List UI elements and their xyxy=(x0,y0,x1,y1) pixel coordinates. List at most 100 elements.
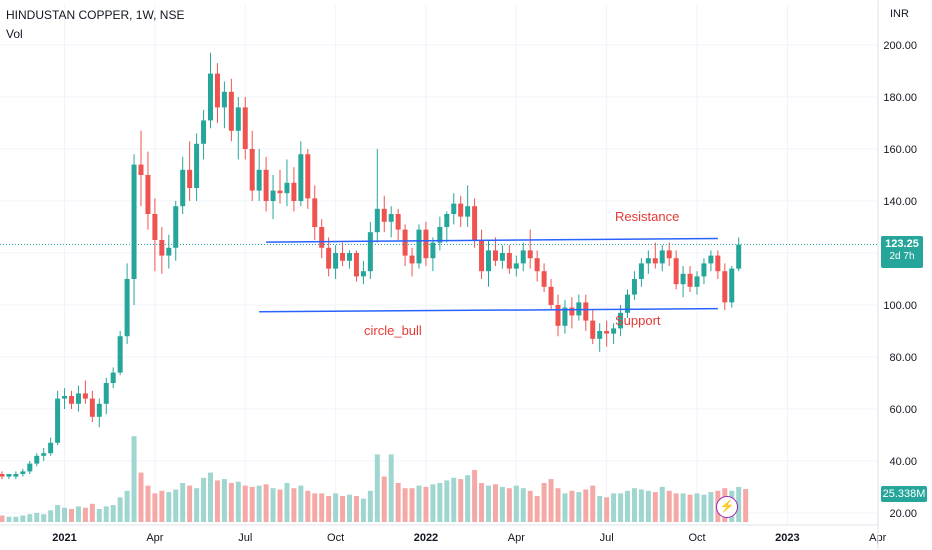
volume-bar xyxy=(55,505,61,522)
volume-bar xyxy=(305,490,311,522)
volume-bar xyxy=(499,486,505,522)
resistance-label[interactable]: Resistance xyxy=(615,209,680,224)
candle-body xyxy=(562,307,568,326)
candle-body xyxy=(347,253,352,261)
candle-body xyxy=(20,471,26,474)
volume-bar xyxy=(451,477,457,522)
resistance-line[interactable] xyxy=(266,237,718,243)
candle-body xyxy=(541,271,547,287)
volume-bar xyxy=(541,483,547,522)
candle-body xyxy=(611,328,617,334)
trendlines[interactable] xyxy=(0,237,878,313)
x-tick-label: Oct xyxy=(327,532,344,544)
volume-bars xyxy=(0,436,749,522)
candle-body xyxy=(214,73,220,108)
volume-bar xyxy=(340,496,346,522)
volume-bar xyxy=(576,492,582,522)
candle-body xyxy=(652,258,658,264)
volume-bar xyxy=(388,454,394,522)
volume-bar xyxy=(263,484,269,522)
candle-body xyxy=(527,250,533,259)
candle-body xyxy=(96,403,102,417)
volume-bar xyxy=(625,490,630,522)
candle-body xyxy=(499,253,505,261)
volume-bar xyxy=(194,488,200,522)
candle-body xyxy=(55,398,61,443)
volume-bar xyxy=(34,512,40,522)
candle-body xyxy=(159,240,165,256)
candle-body xyxy=(402,229,408,256)
candle-body xyxy=(353,253,359,277)
candle-body xyxy=(631,279,637,295)
candle-body xyxy=(82,393,88,399)
volume-bar xyxy=(89,503,95,522)
candle-body xyxy=(291,182,297,201)
volume-bar xyxy=(270,488,276,522)
volume-bar xyxy=(124,490,130,522)
candle-body xyxy=(242,107,248,149)
candle-body xyxy=(666,250,672,259)
candle-body xyxy=(194,143,200,188)
x-tick-label: 2023 xyxy=(775,532,799,544)
volume-bar xyxy=(444,480,450,522)
candle-body xyxy=(13,474,19,477)
volume-bar xyxy=(360,498,366,522)
volume-bar xyxy=(430,484,436,522)
support-label[interactable]: Support xyxy=(615,313,661,328)
volume-bar xyxy=(520,488,526,522)
volume-bar xyxy=(680,493,686,522)
volume-bar xyxy=(166,492,172,522)
volume-bar xyxy=(235,481,241,522)
volume-bar xyxy=(201,477,207,522)
volume-bar xyxy=(402,488,408,522)
candle-body xyxy=(173,206,179,248)
volume-bar xyxy=(673,493,679,522)
volume-bar xyxy=(96,509,102,522)
volume-bar xyxy=(736,486,742,522)
candle-body xyxy=(715,255,721,272)
volume-bar xyxy=(228,483,234,522)
candle-body xyxy=(409,255,415,264)
candle-body xyxy=(69,396,74,404)
volume-bar xyxy=(618,493,624,522)
y-tick-label: 140.00 xyxy=(883,196,917,208)
volume-bar xyxy=(381,476,387,522)
volume-bar xyxy=(152,493,158,522)
candle-body xyxy=(423,229,429,259)
volume-bar xyxy=(492,484,498,522)
volume-bar xyxy=(145,485,151,522)
x-tick-label: Jul xyxy=(238,532,252,544)
candle-body xyxy=(492,250,498,261)
lightning-bolt-icon[interactable]: ⚡ xyxy=(716,496,738,518)
candle-body xyxy=(131,164,137,279)
volume-bar xyxy=(27,514,33,522)
volume-bar xyxy=(221,479,227,522)
price-candles xyxy=(0,52,742,480)
candle-body xyxy=(34,455,40,464)
volume-bar xyxy=(666,490,672,522)
candle-body xyxy=(75,393,81,404)
y-tick-label: 160.00 xyxy=(883,144,917,156)
x-tick-label: 2021 xyxy=(52,532,76,544)
volume-bar xyxy=(333,493,339,522)
candle-body xyxy=(360,271,366,277)
candle-body xyxy=(166,247,172,256)
volume-bar xyxy=(472,470,478,522)
grid-lines xyxy=(0,5,879,525)
volume-indicator-label[interactable]: Vol xyxy=(6,27,23,41)
candle-body xyxy=(110,372,116,383)
candle-body xyxy=(451,203,457,214)
candle-body xyxy=(228,91,234,131)
candle-body xyxy=(381,208,387,222)
volume-bar xyxy=(395,483,401,522)
volume-bar xyxy=(214,480,220,522)
volume-bar xyxy=(103,506,109,522)
candle-body xyxy=(486,250,491,272)
pattern-label[interactable]: circle_bull xyxy=(364,323,422,338)
volume-bar xyxy=(506,488,512,522)
volume-bar xyxy=(479,483,485,522)
volume-bar xyxy=(242,485,248,522)
support-line[interactable] xyxy=(259,307,718,313)
